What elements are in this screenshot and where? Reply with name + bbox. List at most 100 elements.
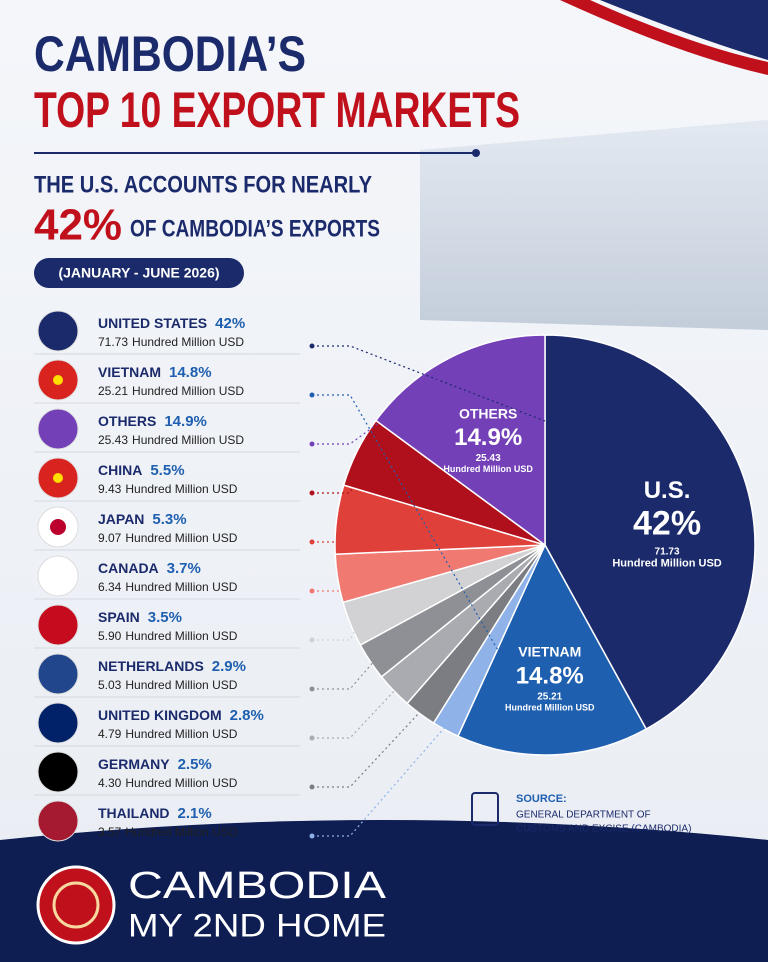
slice-unit: Hundred Million USD: [443, 464, 533, 474]
flag: [37, 310, 79, 352]
market-amount-row: 5.90 Hundred Million USD: [98, 629, 238, 643]
leader-dot: [309, 343, 315, 349]
market-amount: 5.90: [98, 629, 122, 643]
market-amount-row: 25.21 Hundred Million USD: [98, 384, 244, 398]
flag: [37, 408, 79, 450]
pie-slice: [374, 334, 546, 547]
market-share: 14.9%: [164, 413, 207, 430]
corner-swoosh: [600, 0, 768, 60]
market-row: UNITED STATES 42%: [98, 315, 245, 332]
market-amount: 4.30: [98, 776, 122, 790]
market-row: VIETNAM 14.8%: [98, 364, 212, 381]
leader-dot: [309, 735, 315, 741]
market-name: GERMANY: [98, 756, 170, 772]
title: CAMBODIA’S: [34, 26, 306, 82]
market-amount-row: 4.30 Hundred Million USD: [98, 776, 238, 790]
market-share: 3.7%: [167, 560, 201, 577]
market-share: 5.3%: [152, 511, 186, 528]
market-name: THAILAND: [98, 805, 170, 821]
leader-line: [312, 345, 739, 496]
amount-unit: Hundred Million USD: [132, 335, 244, 349]
market-name: UNITED KINGDOM: [98, 707, 222, 723]
market-amount: 25.21: [98, 384, 128, 398]
leader-dot: [309, 539, 315, 545]
leader-dot: [309, 392, 315, 398]
market-amount: 9.07: [98, 531, 122, 545]
market-amount: 25.43: [98, 433, 128, 447]
market-amount-row: 9.07 Hundred Million USD: [98, 531, 238, 545]
market-name: JAPAN: [98, 511, 144, 527]
source-icon: [471, 792, 499, 826]
market-share: 3.5%: [148, 609, 182, 626]
slice-share: 42%: [633, 505, 701, 543]
market-share: 5.5%: [150, 462, 184, 479]
headline-figure: 42%: [34, 201, 122, 250]
flag: [37, 702, 79, 744]
market-share: 14.8%: [169, 364, 212, 381]
pie-slice: [456, 543, 648, 756]
amount-unit: Hundred Million USD: [125, 678, 237, 692]
market-row: CANADA 3.7%: [98, 560, 201, 577]
leader-dot: [309, 490, 315, 496]
market-row: OTHERS 14.9%: [98, 413, 207, 430]
headline-lead: THE U.S. ACCOUNTS FOR NEARLY: [34, 171, 372, 198]
slice-unit: Hundred Million USD: [612, 558, 721, 570]
market-amount: 9.43: [98, 482, 122, 496]
brand-name: CAMBODIA: [128, 865, 387, 907]
slice-name: VIETNAM: [518, 644, 581, 660]
slice-amount: 71.73: [655, 546, 680, 557]
subtitle: TOP 10 EXPORT MARKETS: [34, 82, 520, 138]
market-name: UNITED STATES: [98, 315, 207, 331]
brand-logo: [36, 865, 116, 945]
source-label: SOURCE:: [516, 793, 567, 805]
footer-band: [0, 820, 768, 962]
amount-unit: Hundred Million USD: [125, 727, 237, 741]
slice-share: 14.8%: [516, 662, 584, 689]
market-name: VIETNAM: [98, 364, 161, 380]
market-share: 42%: [215, 315, 245, 332]
flag: [37, 800, 79, 842]
market-amount-row: 3.57 Hundred Million USD: [98, 825, 238, 839]
market-list: UNITED STATES 42% 71.73 Hundred Million USD…: [34, 310, 300, 842]
slice-amount: 25.21: [537, 692, 562, 703]
market-row: SPAIN 3.5%: [98, 609, 182, 626]
flag-detail: [53, 473, 63, 483]
market-amount-row: 9.43 Hundred Million USD: [98, 482, 238, 496]
amount-unit: Hundred Million USD: [125, 629, 237, 643]
leader-dot: [309, 637, 315, 643]
port-image: [420, 120, 768, 330]
period-pill: [34, 258, 244, 288]
amount-unit: Hundred Million USD: [125, 776, 237, 790]
source-line: GENERAL DEPARTMENT OF: [516, 810, 651, 821]
leader-dot: [309, 588, 315, 594]
flag-detail: [50, 519, 66, 535]
market-amount-row: 4.79 Hundred Million USD: [98, 727, 238, 741]
slice-name: U.S.: [644, 477, 691, 504]
flag-detail: [53, 375, 63, 385]
slice-amount: 25.43: [476, 453, 501, 464]
period: (JANUARY - JUNE 2026): [58, 265, 219, 281]
amount-unit: Hundred Million USD: [132, 384, 244, 398]
market-amount-row: 71.73 Hundred Million USD: [98, 335, 244, 349]
flag: [37, 751, 79, 793]
market-row: CHINA 5.5%: [98, 462, 185, 479]
market-share: 2.9%: [212, 658, 246, 675]
flag: [37, 604, 79, 646]
brand-logo: [52, 881, 100, 929]
leader-dot: [309, 441, 315, 447]
market-amount: 4.79: [98, 727, 122, 741]
headline-tail: OF CAMBODIA’S EXPORTS: [130, 215, 380, 242]
source-line: CUSTOMS AND EXCISE (CAMBODIA): [516, 824, 691, 835]
market-name: CANADA: [98, 560, 159, 576]
slice-share: 14.9%: [454, 424, 522, 451]
slice-unit: Hundred Million USD: [505, 702, 595, 712]
market-name: SPAIN: [98, 609, 140, 625]
amount-unit: Hundred Million USD: [132, 433, 244, 447]
market-amount-row: 25.43 Hundred Million USD: [98, 433, 244, 447]
market-row: GERMANY 2.5%: [98, 756, 212, 773]
market-row: NETHERLANDS 2.9%: [98, 658, 246, 675]
market-amount: 71.73: [98, 335, 128, 349]
market-amount-row: 6.34 Hundred Million USD: [98, 580, 238, 594]
leader-dot: [309, 833, 315, 839]
